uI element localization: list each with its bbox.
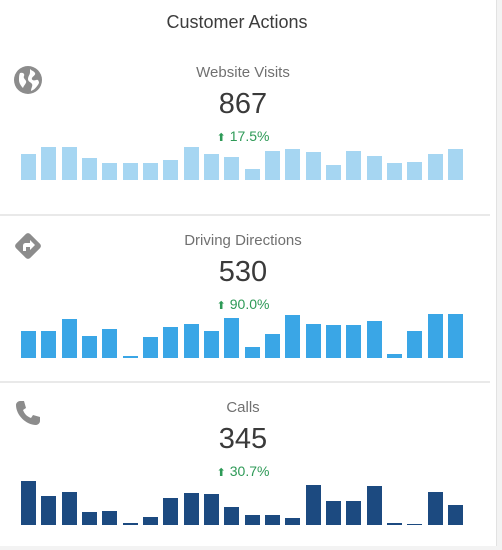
sparkline-bar [265,151,280,180]
sparkline-bar [163,498,178,525]
sparkline-bar [448,505,463,525]
sparkline-bar [346,501,361,525]
sparkline-bar [204,154,219,180]
sparkline-bar [41,496,56,525]
sparkline-bar [245,515,260,525]
sparkline-bar [387,163,402,180]
sparkline-bar [367,486,382,525]
sparkline-bar [387,354,402,358]
metric-label: Calls [226,399,260,416]
sparkline-bar [163,160,178,180]
sparkline-bar [62,147,77,180]
sparkline-bar [326,325,341,358]
sparkline-bar [285,518,300,525]
metric-label: Driving Directions [184,232,302,249]
sparkline-calls [21,481,463,525]
sparkline-bar [265,515,280,525]
sparkline-bar [62,319,77,358]
panel-title: Customer Actions [166,12,308,32]
sparkline-bar [306,485,321,525]
sparkline-bar [407,162,422,180]
sparkline-bar [346,151,361,180]
metric-change: ⬆ 17.5% [0,128,486,144]
directions-icon [12,230,44,262]
sparkline-bar [265,334,280,358]
sparkline-bar [448,314,463,358]
sparkline-bar [21,154,36,180]
sparkline-bar [326,501,341,525]
sparkline-bar [245,169,260,180]
metric-change: ⬆ 30.7% [0,463,486,479]
sparkline-bar [143,337,158,358]
sparkline-bar [245,347,260,358]
metric-card-driving-directions[interactable]: Driving Directions 530 ⬆ 90.0% [0,216,490,383]
sparkline-bar [184,147,199,180]
sparkline-bar [428,154,443,180]
sparkline-bar [346,325,361,358]
globe-icon [12,64,44,96]
sparkline-bar [123,356,138,358]
sparkline-bar [306,152,321,180]
sparkline-bar [224,507,239,525]
sparkline-bar [306,324,321,358]
sparkline-bar [407,524,422,525]
trend-up-icon: ⬆ [216,132,226,144]
sparkline-bar [428,492,443,525]
metric-change-value: 17.5% [229,128,270,144]
sparkline-bar [41,147,56,180]
sparkline-bar [448,149,463,180]
divider [0,214,490,216]
sparkline-bar [163,327,178,358]
phone-icon [12,397,44,429]
sparkline-bar [367,156,382,180]
sparkline-bar [224,318,239,358]
metric-change-value: 90.0% [229,296,270,312]
sparkline-bar [102,511,117,525]
sparkline-bar [41,331,56,358]
sparkline-bar [102,163,117,180]
sparkline-bar [285,149,300,180]
metric-value: 867 [218,88,268,120]
sparkline-bar [285,315,300,358]
sparkline-bar [82,336,97,358]
sparkline-bar [387,523,402,525]
sparkline-bar [102,329,117,358]
sparkline-bar [204,331,219,358]
sparkline-bar [407,331,422,358]
sparkline-bar [184,493,199,525]
sparkline-bar [367,321,382,358]
sparkline-bar [123,523,138,525]
sparkline-bar [123,163,138,180]
sparkline-bar [143,163,158,180]
sparkline-driving-directions [21,314,463,358]
metric-value: 345 [218,423,268,455]
trend-up-icon: ⬆ [216,300,226,312]
sparkline-website-visits [21,136,463,180]
sparkline-bar [184,324,199,358]
sparkline-bar [428,314,443,358]
sparkline-bar [204,494,219,525]
metric-change-value: 30.7% [229,463,270,479]
sparkline-bar [82,512,97,525]
sparkline-bar [62,492,77,525]
metric-card-calls[interactable]: Calls 345 ⬆ 30.7% [0,383,490,550]
sparkline-bar [21,481,36,525]
sparkline-bar [143,517,158,525]
sparkline-bar [21,331,36,358]
metric-label: Website Visits [196,64,290,81]
metric-change: ⬆ 90.0% [0,296,486,312]
sparkline-bar [326,165,341,180]
trend-up-icon: ⬆ [216,467,226,479]
sparkline-bar [82,158,97,180]
metric-value: 530 [218,256,268,288]
sparkline-bar [224,157,239,180]
divider [0,381,490,383]
metric-card-website-visits[interactable]: Website Visits 867 ⬆ 17.5% [0,48,490,215]
